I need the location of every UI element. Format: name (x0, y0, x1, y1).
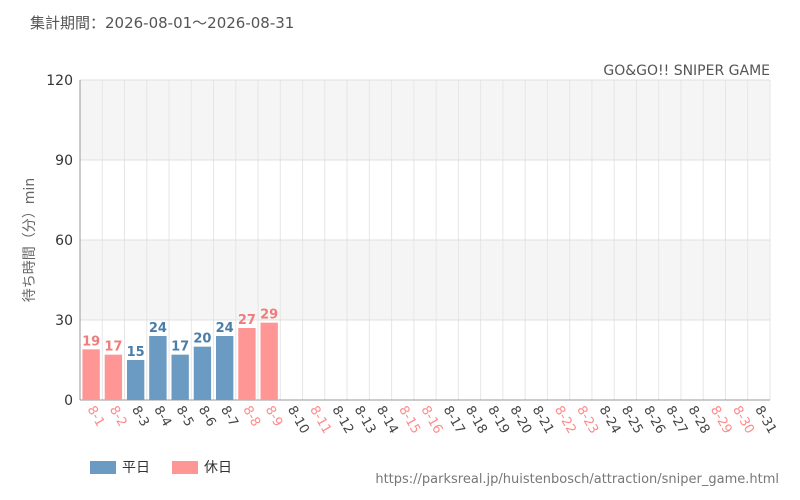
collection-period: 集計期間：2026-08-01～2026-08-31 (30, 14, 295, 32)
x-tick-label: 8-20 (507, 404, 535, 437)
y-tick-label: 60 (55, 233, 73, 249)
x-tick-label: 8-29 (707, 404, 735, 437)
bar-8-6[interactable] (193, 346, 212, 400)
bar-value-label: 17 (171, 340, 189, 355)
plot-band (80, 240, 770, 320)
y-tick-label: 30 (55, 313, 73, 329)
legend-item-weekday[interactable]: 平日 (90, 457, 150, 477)
x-tick-label: 8-2 (106, 404, 130, 430)
x-tick-label: 8-11 (306, 404, 334, 437)
x-tick-label: 8-8 (239, 404, 263, 430)
bar-value-label: 24 (149, 321, 167, 336)
y-tick-label: 90 (55, 153, 73, 169)
source-url[interactable]: https://parksreal.jp/huistenbosch/attrac… (375, 472, 779, 487)
bar-value-label: 24 (216, 321, 234, 336)
x-tick-label: 8-9 (262, 404, 286, 430)
x-tick-label: 8-7 (217, 404, 241, 430)
bar-8-2[interactable] (104, 354, 123, 400)
legend-swatch-holiday (172, 460, 198, 474)
x-tick-label: 8-6 (195, 404, 219, 430)
x-tick-label: 8-22 (551, 404, 579, 437)
y-tick-label: 120 (46, 73, 73, 89)
x-tick-label: 8-19 (484, 404, 512, 437)
chart-title: GO&GO!! SNIPER GAME (603, 63, 770, 79)
bar-8-3[interactable] (126, 360, 145, 400)
x-tick-label: 8-26 (640, 404, 668, 437)
x-tick-label: 8-16 (418, 404, 446, 437)
bar-value-label: 20 (193, 332, 211, 347)
y-tick-label: 0 (64, 393, 73, 409)
y-axis-label: 待ち時間（分）min (22, 178, 38, 302)
x-tick-label: 8-18 (462, 404, 490, 437)
legend-item-holiday[interactable]: 休日 (172, 457, 232, 477)
x-tick-label: 8-27 (662, 404, 690, 437)
bar-value-label: 29 (260, 308, 278, 323)
x-tick-label: 8-10 (284, 404, 312, 437)
x-tick-label: 8-21 (529, 404, 557, 437)
bar-value-label: 15 (127, 345, 145, 360)
bar-value-label: 27 (238, 313, 256, 328)
x-tick-label: 8-31 (751, 404, 779, 437)
bar-8-5[interactable] (171, 354, 189, 400)
legend-swatch-weekday (90, 460, 116, 474)
bar-8-8[interactable] (238, 328, 256, 400)
bars (82, 322, 278, 400)
x-tick-label: 8-23 (573, 404, 601, 437)
bar-8-9[interactable] (260, 322, 278, 400)
x-tick-label: 8-15 (395, 404, 423, 437)
bar-8-1[interactable] (82, 349, 100, 400)
x-tick-label: 8-30 (729, 404, 757, 437)
bar-value-labels: 19 17 15 24 17 20 24 27 29 (82, 308, 278, 360)
x-tick-label: 8-4 (150, 404, 174, 430)
legend-label-holiday: 休日 (204, 460, 232, 476)
x-tick-label: 8-1 (84, 404, 108, 430)
legend-label-weekday: 平日 (122, 460, 150, 476)
x-tick-label: 8-14 (373, 404, 401, 437)
x-tick-label: 8-17 (440, 404, 468, 437)
legend: 平日 休日 (90, 457, 232, 477)
x-tick-labels: 8-18-28-38-48-58-68-78-88-98-108-118-128… (84, 404, 779, 437)
x-tick-label: 8-12 (329, 404, 357, 437)
y-tick-labels: 0 30 60 90 120 (46, 73, 73, 409)
plot-band (80, 160, 770, 240)
bar-8-4[interactable] (149, 336, 167, 400)
x-tick-label: 8-28 (685, 404, 713, 437)
x-tick-label: 8-3 (128, 404, 152, 430)
x-tick-label: 8-25 (618, 404, 646, 437)
x-tick-label: 8-13 (351, 404, 379, 437)
x-tick-label: 8-5 (173, 404, 197, 430)
bar-8-7[interactable] (215, 336, 234, 400)
plot-band (80, 80, 770, 160)
bar-value-label: 19 (82, 334, 100, 349)
x-tick-label: 8-24 (596, 404, 624, 437)
bar-value-label: 17 (104, 340, 122, 355)
